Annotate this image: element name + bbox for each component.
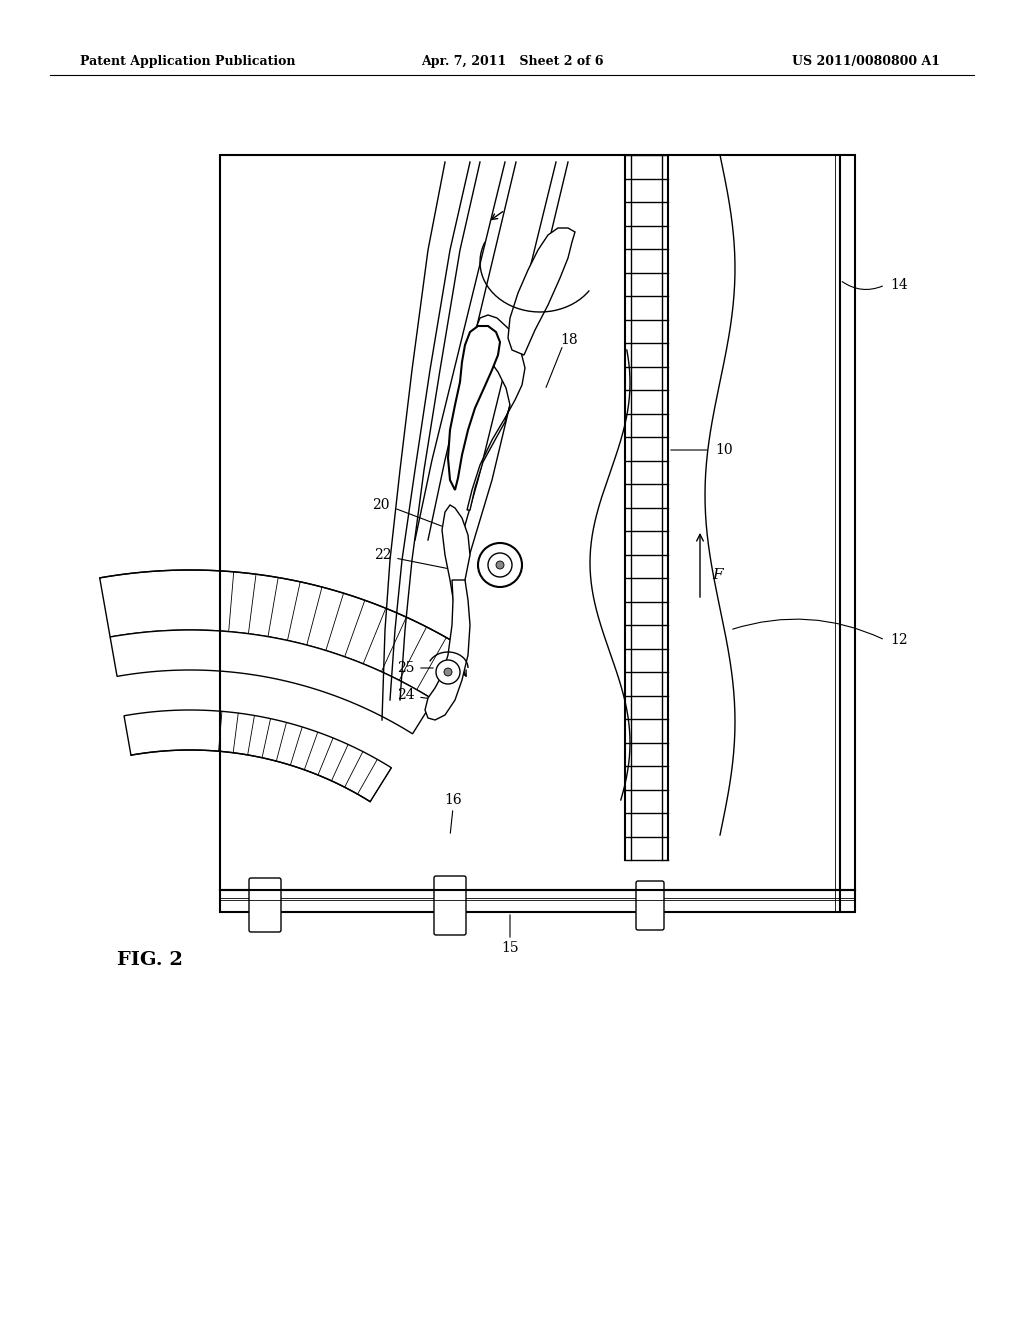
- Text: US 2011/0080800 A1: US 2011/0080800 A1: [792, 55, 940, 69]
- Text: 20: 20: [373, 498, 390, 512]
- Circle shape: [478, 543, 522, 587]
- Text: 15: 15: [501, 941, 519, 954]
- Text: 12: 12: [890, 634, 907, 647]
- FancyBboxPatch shape: [636, 880, 664, 931]
- Polygon shape: [508, 228, 575, 355]
- FancyBboxPatch shape: [249, 878, 281, 932]
- Polygon shape: [111, 630, 434, 734]
- Text: 14: 14: [890, 279, 907, 292]
- Text: 24: 24: [397, 688, 415, 702]
- Text: 18: 18: [560, 333, 578, 347]
- Circle shape: [436, 660, 460, 684]
- Text: 10: 10: [715, 444, 732, 457]
- Text: 16: 16: [444, 793, 462, 807]
- FancyBboxPatch shape: [434, 876, 466, 935]
- Bar: [220, 154, 855, 912]
- Polygon shape: [124, 710, 391, 801]
- Text: F: F: [712, 568, 723, 582]
- Circle shape: [496, 561, 504, 569]
- Polygon shape: [99, 570, 466, 700]
- Polygon shape: [467, 315, 525, 510]
- Text: Patent Application Publication: Patent Application Publication: [80, 55, 296, 69]
- Polygon shape: [442, 506, 470, 700]
- Text: 22: 22: [375, 548, 392, 562]
- Text: Apr. 7, 2011   Sheet 2 of 6: Apr. 7, 2011 Sheet 2 of 6: [421, 55, 603, 69]
- Text: 25: 25: [397, 661, 415, 675]
- Circle shape: [488, 553, 512, 577]
- Polygon shape: [425, 579, 470, 719]
- Circle shape: [444, 668, 452, 676]
- Polygon shape: [449, 326, 500, 490]
- Text: FIG. 2: FIG. 2: [117, 950, 183, 969]
